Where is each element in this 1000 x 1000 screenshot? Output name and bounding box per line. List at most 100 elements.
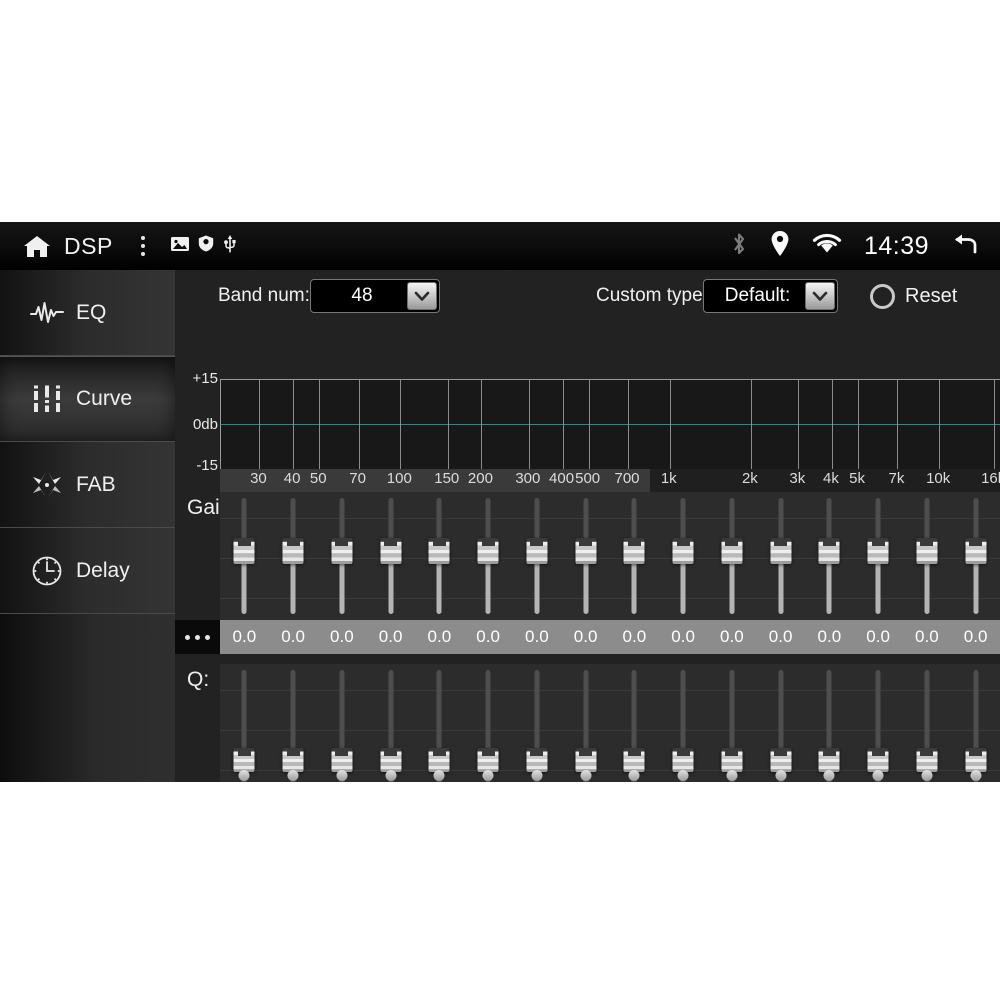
x-axis-tick: 10k: [926, 470, 951, 487]
kebab-menu-icon[interactable]: [133, 233, 153, 259]
gain-value-row: 0.0 0.0 0.0 0.0 0.0 0.0 0.0 0.0 0.0 0.0 0.0 0.0 0.0 0…: [175, 620, 1000, 654]
slider-thumb[interactable]: [477, 748, 499, 772]
slider-thumb[interactable]: [526, 748, 548, 772]
band-num-select[interactable]: 48: [310, 279, 440, 313]
q-slider[interactable]: [378, 670, 404, 782]
chart-plot-area[interactable]: [220, 379, 1000, 470]
chevron-down-icon[interactable]: [407, 282, 437, 310]
slider-thumb-notch: [822, 541, 836, 546]
slider-thumb[interactable]: [916, 748, 938, 772]
slider-thumb[interactable]: [575, 748, 597, 772]
gain-slider[interactable]: [378, 498, 404, 614]
slider-thumb[interactable]: [282, 538, 304, 564]
sidebar-item-label: EQ: [76, 300, 107, 324]
q-slider[interactable]: [865, 670, 891, 782]
q-slider[interactable]: [329, 670, 355, 782]
slider-thumb[interactable]: [575, 538, 597, 564]
gain-slider[interactable]: [475, 498, 501, 614]
gain-slider[interactable]: [573, 498, 599, 614]
slider-thumb[interactable]: [233, 538, 255, 564]
slider-thumb[interactable]: [428, 748, 450, 772]
q-slider[interactable]: [914, 670, 940, 782]
slider-thumb[interactable]: [672, 748, 694, 772]
status-bar-right: 14:39: [730, 230, 1000, 262]
slider-thumb[interactable]: [623, 538, 645, 564]
gain-slider[interactable]: [914, 498, 940, 614]
slider-thumb[interactable]: [380, 538, 402, 564]
sidebar-item-fab[interactable]: FAB: [0, 442, 175, 528]
q-slider[interactable]: [768, 670, 794, 782]
slider-thumb[interactable]: [965, 538, 987, 564]
slider-thumb[interactable]: [721, 538, 743, 564]
slider-thumb[interactable]: [331, 748, 353, 772]
q-slider[interactable]: [524, 670, 550, 782]
x-axis-tick: 3k: [789, 470, 806, 487]
status-bar: DSP: [0, 222, 1000, 270]
gain-slider[interactable]: [768, 498, 794, 614]
slider-thumb[interactable]: [428, 538, 450, 564]
q-slider[interactable]: [573, 670, 599, 782]
slider-thumb[interactable]: [818, 538, 840, 564]
gain-slider[interactable]: [329, 498, 355, 614]
slider-thumb[interactable]: [672, 538, 694, 564]
home-icon[interactable]: [22, 233, 52, 259]
gain-value-cell: 0.0: [525, 627, 549, 646]
q-slider[interactable]: [670, 670, 696, 782]
q-slider[interactable]: [621, 670, 647, 782]
q-slider[interactable]: [963, 670, 989, 782]
eq-curve-chart[interactable]: +15 0db -15 30 40 50 70 100 150 200 300 400 500 70…: [175, 370, 1000, 492]
gain-slider-area[interactable]: [220, 492, 1000, 620]
q-slider[interactable]: [816, 670, 842, 782]
slider-thumb[interactable]: [965, 748, 987, 772]
gain-slider[interactable]: [865, 498, 891, 614]
gain-slider[interactable]: [524, 498, 550, 614]
q-slider[interactable]: [719, 670, 745, 782]
gain-slider[interactable]: [670, 498, 696, 614]
gain-left-overflow-button[interactable]: [175, 620, 220, 654]
slider-track: [339, 670, 345, 782]
slider-thumb[interactable]: [770, 748, 792, 772]
gain-slider[interactable]: [426, 498, 452, 614]
gain-slider[interactable]: [816, 498, 842, 614]
x-axis-tick: 4k: [823, 470, 839, 487]
sidebar-item-label: FAB: [76, 472, 116, 496]
slider-thumb[interactable]: [282, 748, 304, 772]
gain-slider[interactable]: [280, 498, 306, 614]
slider-track-fill: [534, 550, 540, 614]
slider-thumb[interactable]: [867, 538, 889, 564]
slider-thumb[interactable]: [867, 748, 889, 772]
slider-track-fill: [680, 550, 686, 614]
q-slider-area[interactable]: [220, 664, 1000, 782]
q-slider[interactable]: [426, 670, 452, 782]
chevron-down-icon[interactable]: [805, 282, 835, 310]
q-slider[interactable]: [475, 670, 501, 782]
slider-thumb[interactable]: [818, 748, 840, 772]
slider-track-fill: [875, 550, 881, 614]
q-slider[interactable]: [231, 670, 257, 782]
gain-slider[interactable]: [719, 498, 745, 614]
slider-thumb[interactable]: [623, 748, 645, 772]
slider-thumb-notch: [481, 751, 495, 756]
slider-thumb[interactable]: [380, 748, 402, 772]
slider-thumb[interactable]: [526, 538, 548, 564]
image-icon: [170, 236, 189, 257]
back-arrow-icon[interactable]: [951, 232, 978, 261]
slider-thumb[interactable]: [721, 748, 743, 772]
gain-slider[interactable]: [231, 498, 257, 614]
slider-thumb[interactable]: [770, 538, 792, 564]
sidebar-item-delay[interactable]: Delay: [0, 528, 175, 614]
custom-type-select[interactable]: Default:: [703, 279, 838, 313]
sidebar-item-eq[interactable]: EQ: [0, 270, 175, 356]
gain-slider[interactable]: [963, 498, 989, 614]
slider-track: [826, 670, 832, 782]
slider-thumb[interactable]: [331, 538, 353, 564]
q-slider[interactable]: [280, 670, 306, 782]
q-section-label: Q:: [187, 668, 210, 691]
chart-gridline: [669, 380, 671, 470]
gain-slider[interactable]: [621, 498, 647, 614]
slider-thumb[interactable]: [477, 538, 499, 564]
slider-thumb[interactable]: [916, 538, 938, 564]
sidebar-item-curve[interactable]: Curve: [0, 356, 175, 442]
slider-thumb[interactable]: [233, 748, 255, 772]
reset-button[interactable]: Reset: [870, 283, 957, 309]
